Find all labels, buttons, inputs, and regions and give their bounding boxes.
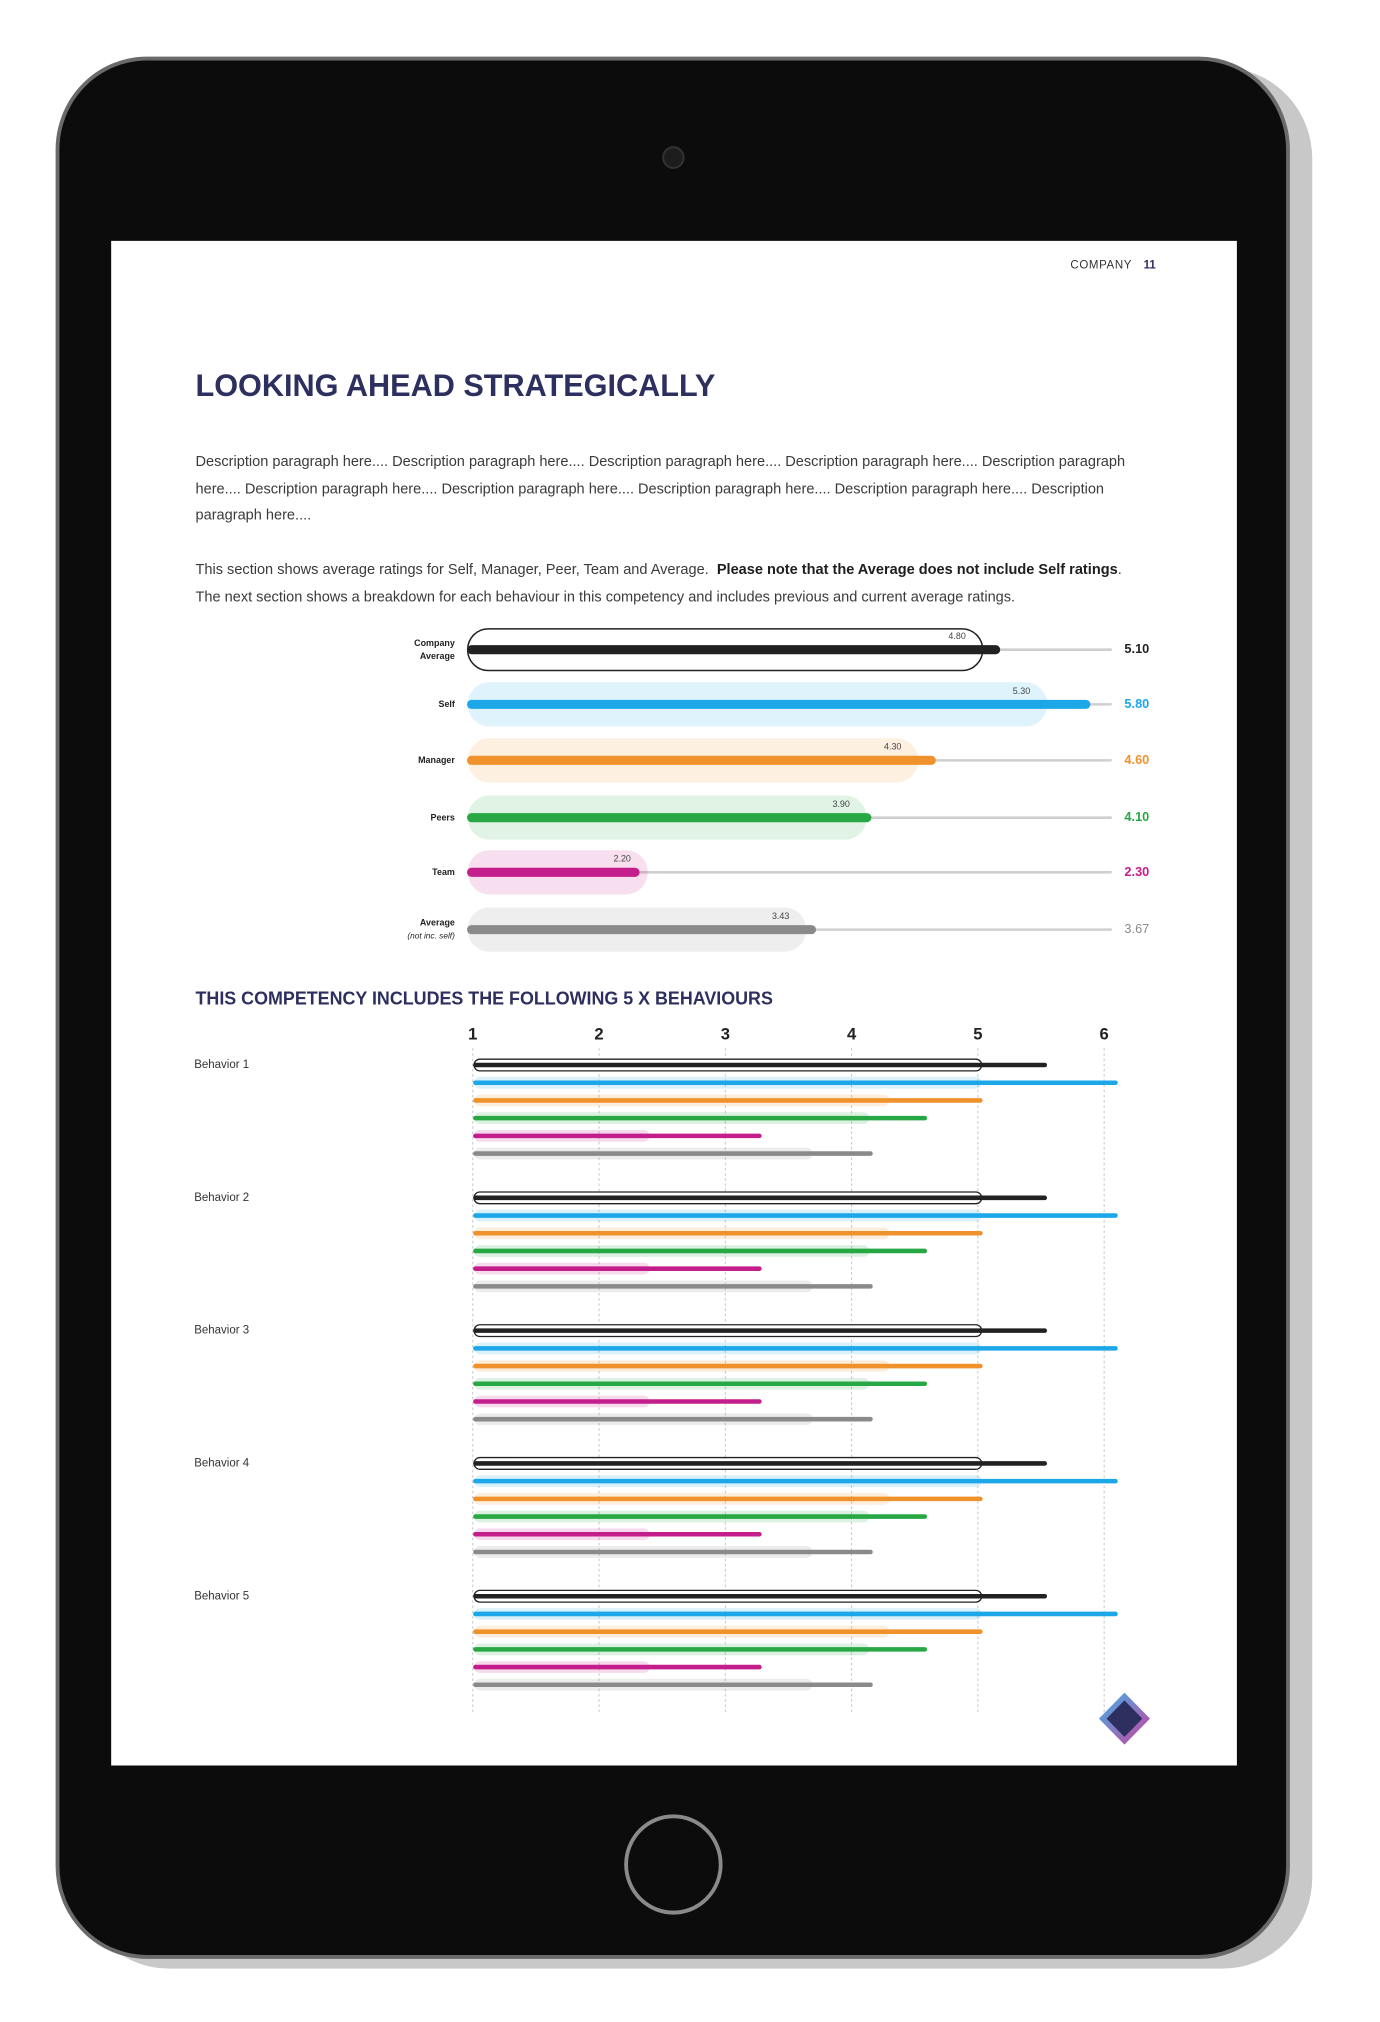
header-section: COMPANY — [1070, 259, 1132, 272]
category-label: Company Average — [371, 634, 455, 668]
category-text: Company Average — [414, 639, 455, 662]
behaviour-label: Behavior 5 — [194, 1589, 249, 1602]
value-label: 3.67 — [1124, 921, 1149, 936]
behaviour-label: Behavior 3 — [194, 1324, 249, 1337]
description: Description paragraph here.... Descripti… — [195, 454, 1126, 524]
logo — [1098, 1692, 1150, 1745]
category-label: Self — [371, 689, 455, 723]
previous-label: 3.43 — [772, 911, 789, 921]
category-label: Average (not inc. self) — [371, 914, 455, 948]
category-text: Average — [419, 919, 455, 929]
previous-label: 2.20 — [614, 854, 631, 864]
note-text: . The next section shows a breakdown for… — [195, 562, 1122, 606]
x-tick-label: 3 — [721, 1024, 730, 1043]
category-text: Manager — [418, 756, 455, 766]
chart-title: THIS COMPETENCY INCLUDES THE FOLLOWING 5… — [196, 989, 773, 1009]
description-box: Description paragraph here.... Descripti… — [195, 454, 1126, 524]
home-button[interactable] — [624, 1814, 723, 1915]
value-label: 5.10 — [1124, 641, 1149, 656]
category-box: Peers — [371, 802, 455, 836]
note-box: This section shows average ratings for S… — [196, 557, 1148, 611]
previous-label: 4.80 — [948, 631, 965, 641]
page-title: LOOKING AHEAD STRATEGICALLY — [196, 368, 716, 403]
x-tick-label: 1 — [468, 1024, 477, 1043]
x-tick-label: 5 — [973, 1024, 982, 1043]
value-label: 4.60 — [1124, 752, 1149, 767]
category-note: (not inc. self) — [407, 932, 455, 942]
category-label: Manager — [371, 745, 455, 779]
previous-label: 4.30 — [884, 742, 901, 752]
value-label: 4.10 — [1124, 809, 1149, 824]
category-label: Team — [371, 857, 455, 891]
category-label: Peers — [371, 802, 455, 836]
previous-label: 5.30 — [1013, 686, 1030, 696]
category-text: Self — [438, 700, 455, 710]
category-box: Average (not inc. self) — [371, 914, 455, 948]
category-text: Team — [432, 868, 455, 878]
previous-label: 3.90 — [832, 799, 849, 809]
behaviour-label: Behavior 1 — [194, 1058, 249, 1071]
x-tick-label: 4 — [847, 1024, 857, 1043]
value-label: 2.30 — [1124, 864, 1149, 879]
page-number: 11 — [1144, 259, 1157, 272]
note: This section shows average ratings for S… — [196, 557, 1148, 611]
behaviour-label: Behavior 4 — [194, 1456, 249, 1469]
category-box: Self — [371, 689, 455, 723]
note-bold: Please note that the Average does not in… — [716, 562, 1118, 579]
note-text: This section shows average ratings for S… — [195, 562, 709, 579]
category-text: Peers — [430, 813, 455, 823]
screen — [111, 240, 1237, 1766]
category-box: Team — [371, 857, 455, 891]
category-box: Company Average — [371, 634, 455, 668]
camera — [662, 146, 685, 169]
x-tick-label: 6 — [1100, 1024, 1109, 1043]
value-label: 5.80 — [1124, 696, 1149, 711]
category-box: Manager — [371, 745, 455, 779]
behaviour-label: Behavior 2 — [194, 1191, 249, 1204]
x-tick-label: 2 — [594, 1024, 603, 1043]
